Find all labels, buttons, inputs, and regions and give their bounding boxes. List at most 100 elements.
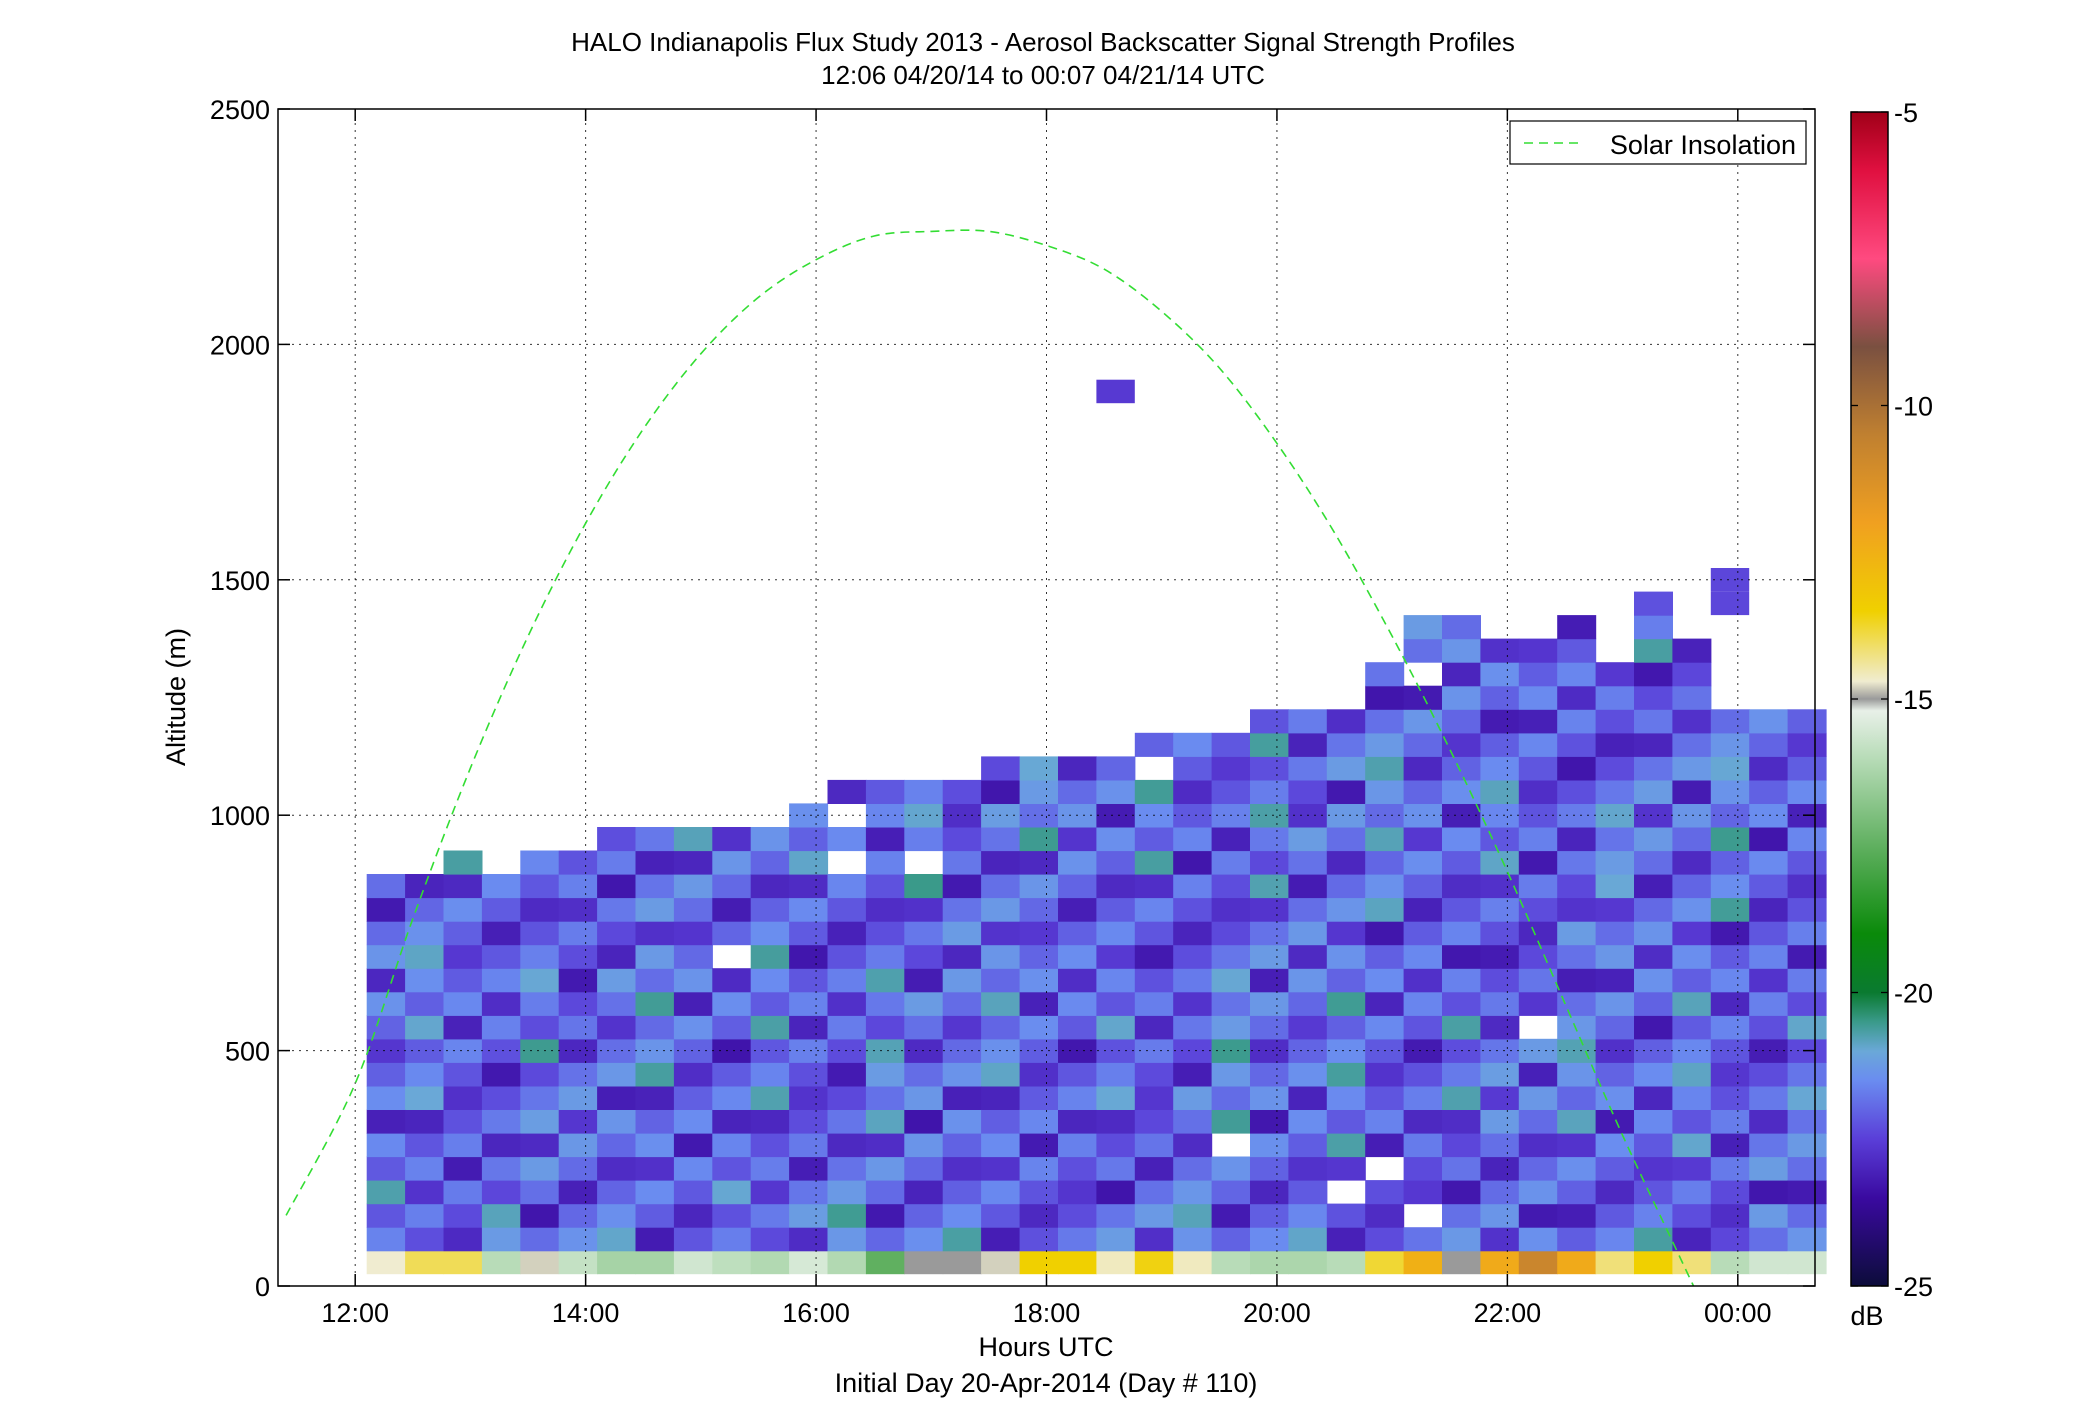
heatmap-cell (981, 1180, 1021, 1205)
heatmap-cell (942, 1038, 982, 1063)
heatmap-cell (366, 1227, 406, 1252)
heatmap-cell (1096, 921, 1136, 946)
heatmap-cell (1710, 1227, 1750, 1252)
heatmap-cell (1403, 827, 1443, 852)
heatmap-cell (865, 944, 905, 969)
heatmap-surface-cell (865, 1250, 905, 1275)
heatmap-surface-cell (1173, 1250, 1213, 1275)
heatmap-cell (1787, 968, 1827, 993)
heatmap-cell (1326, 944, 1366, 969)
colorbar-unit-label: dB (1850, 1301, 1883, 1331)
heatmap-cell (1749, 1180, 1789, 1205)
heatmap-cell (1634, 827, 1673, 852)
heatmap-surface-cell (1710, 1250, 1750, 1275)
heatmap-surface-cell (673, 1250, 713, 1275)
heatmap-cell (904, 944, 944, 969)
heatmap-cell (520, 850, 560, 875)
heatmap-cell (1672, 921, 1712, 946)
x-tick-label: 18:00 (1013, 1298, 1081, 1328)
heatmap-cell (865, 1203, 905, 1228)
heatmap-cell (1595, 685, 1635, 710)
heatmap-cell (366, 1062, 406, 1087)
heatmap-cell (1250, 1156, 1289, 1181)
heatmap-cell (1557, 1109, 1597, 1134)
heatmap-cell (1787, 827, 1827, 852)
heatmap-cell (1672, 1156, 1712, 1181)
heatmap-cell (1403, 803, 1443, 828)
heatmap-cell (1787, 1180, 1827, 1205)
heatmap-cell (1518, 779, 1558, 804)
heatmap-cell (635, 827, 675, 852)
heatmap-cell (1634, 944, 1673, 969)
heatmap-cell (712, 1038, 752, 1063)
heatmap-cell (827, 944, 867, 969)
heatmap-cell (1403, 1227, 1443, 1252)
heatmap-cell (1326, 1227, 1366, 1252)
heatmap-cell (635, 921, 675, 946)
heatmap-cell (1787, 850, 1827, 875)
heatmap-cell (1787, 897, 1827, 922)
heatmap-cell (1403, 991, 1443, 1016)
heatmap-cell (1634, 1180, 1673, 1205)
heatmap-cell (712, 1085, 752, 1110)
heatmap-cell (1096, 1180, 1136, 1205)
heatmap-surface-cell (789, 1250, 829, 1275)
heatmap-cell (865, 991, 905, 1016)
heatmap-cell (1480, 827, 1520, 852)
heatmap-cell (1250, 732, 1289, 757)
heatmap-cell (1250, 803, 1289, 828)
heatmap-cell (1442, 756, 1481, 781)
heatmap-cell (1211, 921, 1251, 946)
heatmap-cell (1326, 1085, 1366, 1110)
heatmap-cell (1058, 1109, 1097, 1134)
heatmap-cell (635, 1109, 675, 1134)
heatmap-cell (1749, 779, 1789, 804)
heatmap-cell (1557, 850, 1597, 875)
heatmap-cell (827, 897, 867, 922)
heatmap-cell (1442, 1109, 1481, 1134)
heatmap-cell (1211, 874, 1251, 899)
heatmap-cell (1672, 709, 1712, 734)
heatmap-cell (520, 1227, 560, 1252)
colorbar-tick-label: -10 (1894, 392, 1933, 422)
heatmap-surface-cell (942, 1250, 982, 1275)
heatmap-cell (1096, 850, 1136, 875)
heatmap-cell (443, 968, 483, 993)
heatmap-cell (1019, 1156, 1059, 1181)
heatmap-cell (1211, 968, 1251, 993)
heatmap-cell (1710, 897, 1750, 922)
heatmap-cell (904, 1180, 944, 1205)
heatmap-cell (827, 1156, 867, 1181)
heatmap-cell (1710, 1085, 1750, 1110)
heatmap-surface-cell (1288, 1250, 1328, 1275)
heatmap-cell (1442, 779, 1481, 804)
heatmap-cell (597, 1109, 637, 1134)
heatmap-cell (1250, 779, 1289, 804)
heatmap-cell (904, 1062, 944, 1087)
heatmap-cell (405, 944, 445, 969)
heatmap-cell (1096, 874, 1136, 899)
heatmap-cell (520, 874, 560, 899)
heatmap-cell (1403, 1133, 1443, 1158)
heatmap-cell (1595, 1133, 1635, 1158)
heatmap-cell (635, 1203, 675, 1228)
heatmap-cell (1710, 1062, 1750, 1087)
heatmap-cell (981, 1156, 1021, 1181)
heatmap-cell (1442, 1133, 1481, 1158)
heatmap-cell (597, 897, 637, 922)
heatmap-cell (1672, 779, 1712, 804)
heatmap-cell (1749, 874, 1789, 899)
heatmap-cell (1672, 1015, 1712, 1040)
heatmap-cell (1595, 874, 1635, 899)
heatmap-cell (1442, 685, 1481, 710)
heatmap-cell (1058, 779, 1097, 804)
heatmap-cell (1442, 850, 1481, 875)
heatmap-cell (1672, 991, 1712, 1016)
heatmap-cell (1672, 944, 1712, 969)
heatmap-cell (481, 991, 521, 1016)
heatmap-cell (481, 1227, 521, 1252)
heatmap-cell (1403, 1085, 1443, 1110)
heatmap-cell (520, 968, 560, 993)
heatmap-cell (1250, 874, 1289, 899)
heatmap-surface-cell (827, 1250, 867, 1275)
